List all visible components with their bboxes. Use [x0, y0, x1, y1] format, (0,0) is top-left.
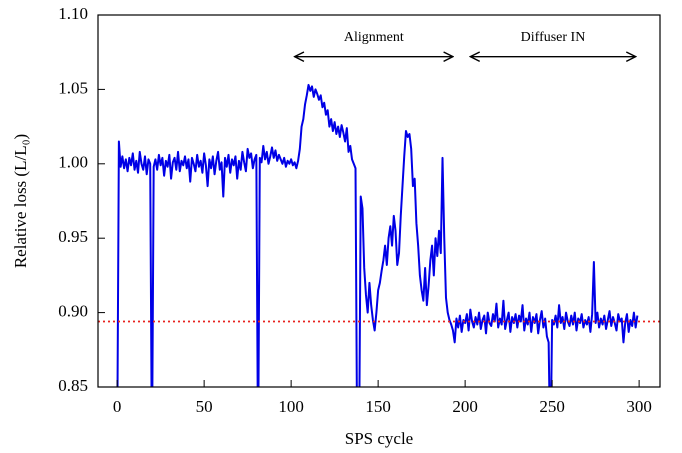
x-tick-label: 50: [196, 397, 213, 416]
plot-area: [98, 83, 660, 387]
y-tick-label: 0.85: [58, 376, 88, 395]
y-axis-label: Relative loss (L/L₀): [11, 134, 30, 268]
y-tick-label: 0.90: [58, 302, 88, 321]
data-line: [116, 83, 639, 387]
x-tick-label: 200: [452, 397, 478, 416]
annotation-label: Diffuser IN: [521, 30, 586, 45]
x-tick-label: 100: [278, 397, 304, 416]
annotation-label: Alignment: [344, 30, 404, 45]
x-axis-label: SPS cycle: [345, 429, 413, 448]
x-tick-label: 250: [539, 397, 565, 416]
x-tick-label: 0: [113, 397, 122, 416]
y-tick-label: 1.10: [58, 4, 88, 23]
y-tick-label: 0.95: [58, 227, 88, 246]
y-tick-label: 1.00: [58, 153, 88, 172]
x-tick-label: 150: [365, 397, 391, 416]
plot-frame: [97, 14, 661, 388]
y-tick-label: 1.05: [58, 78, 88, 97]
x-tick-label: 300: [626, 397, 652, 416]
